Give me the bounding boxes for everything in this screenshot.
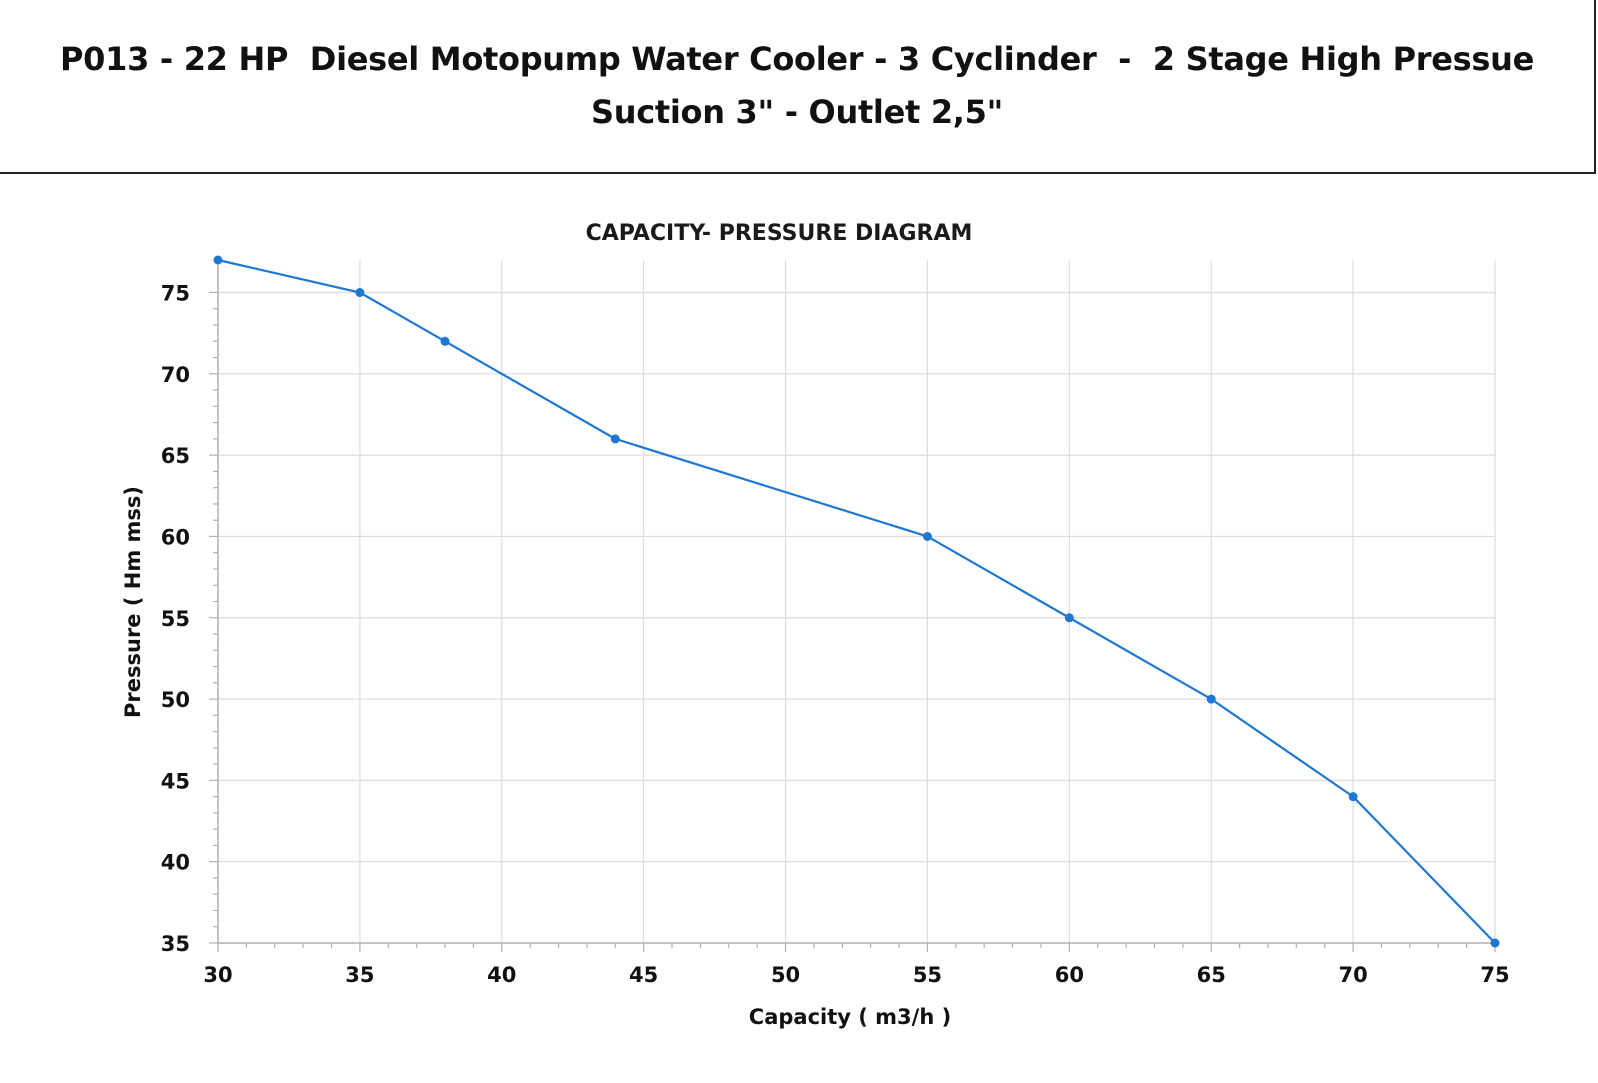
y-tick-label: 60 — [161, 525, 190, 549]
chart-title: CAPACITY- PRESSURE DIAGRAM — [586, 221, 973, 246]
data-point — [922, 531, 932, 541]
page-title-line-1: P013 - 22 HP Diesel Motopump Water Coole… — [60, 40, 1534, 78]
x-tick-label: 35 — [345, 963, 374, 987]
data-point — [1348, 792, 1358, 802]
page-title-line-2: Suction 3" - Outlet 2,5" — [590, 93, 1004, 131]
x-tick-label: 75 — [1480, 963, 1509, 987]
chart-ticks: 30 35 40 45 50 55 60 65 70 75 35 40 45 50 55 60 65 70 75 — [161, 282, 1510, 987]
data-point — [440, 336, 450, 346]
y-tick-label: 70 — [161, 363, 190, 387]
data-point — [213, 255, 223, 265]
data-point — [1206, 694, 1216, 704]
data-point — [1064, 613, 1074, 623]
data-point — [1490, 938, 1500, 948]
x-tick-label: 65 — [1197, 963, 1226, 987]
chart-area: CAPACITY- PRESSURE DIAGRAM 30 35 40 45 50 55 6… — [0, 176, 1598, 1083]
y-axis-label: Pressure ( Hm mss) — [121, 486, 145, 718]
chart-grid — [218, 260, 1496, 943]
capacity-pressure-chart: CAPACITY- PRESSURE DIAGRAM 30 35 40 45 50 55 6… — [121, 221, 1510, 1029]
y-tick-label: 55 — [161, 607, 190, 631]
series-line — [217, 258, 1496, 944]
x-axis-label: Capacity ( m3/h ) — [749, 1005, 951, 1029]
x-tick-label: 55 — [913, 963, 942, 987]
y-tick-label: 50 — [161, 688, 190, 712]
data-point — [355, 288, 365, 298]
data-point — [610, 434, 620, 444]
y-tick-label: 35 — [161, 932, 190, 956]
y-tick-label: 75 — [161, 282, 190, 306]
x-tick-label: 70 — [1338, 963, 1367, 987]
y-tick-label: 65 — [161, 444, 190, 468]
chart-series — [213, 255, 1500, 948]
x-tick-label: 50 — [771, 963, 800, 987]
chart-axes — [217, 260, 1495, 944]
x-tick-label: 30 — [203, 963, 232, 987]
x-tick-label: 60 — [1055, 963, 1084, 987]
y-tick-label: 45 — [161, 769, 190, 793]
x-tick-label: 45 — [629, 963, 658, 987]
page-header: P013 - 22 HP Diesel Motopump Water Coole… — [0, 0, 1596, 174]
x-tick-label: 40 — [487, 963, 516, 987]
y-tick-label: 40 — [161, 851, 190, 875]
